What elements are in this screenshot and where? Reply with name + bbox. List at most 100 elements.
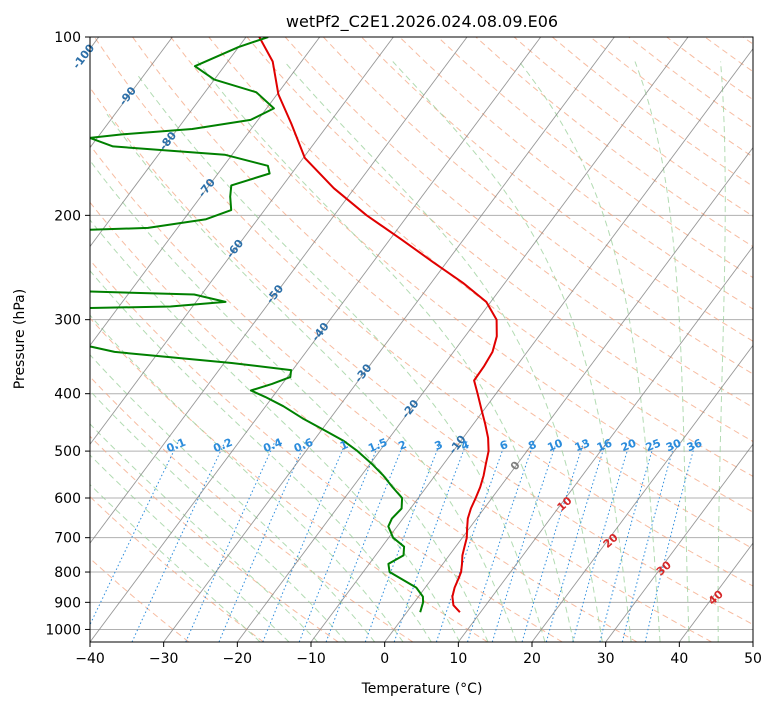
moist-adiabat [90, 454, 290, 642]
moist-adiabat [392, 61, 632, 642]
mixing-ratio-label: 1 [338, 438, 350, 453]
moist-adiabat [106, 113, 517, 642]
line-labels: -100-90-80-70-60-50-40-30-20-1000.1 0.2 0.… [70, 41, 726, 607]
x-tick-label: 40 [670, 651, 688, 667]
dry-adiabat [284, 37, 753, 408]
isotherm-label: -90 [116, 84, 139, 108]
mixing-ratio-label-text: 1.5 [366, 436, 389, 455]
isotherm-label-text: -30 [352, 361, 375, 385]
isotherm-label-text: -60 [224, 237, 247, 261]
dry-adiabat [170, 37, 753, 513]
dry-adiabat [90, 144, 712, 642]
moist-adiabat-label-text: 30 [654, 558, 674, 578]
isotherm-label-text: 0 [508, 459, 523, 473]
moist-adiabat-label-text: 40 [706, 587, 726, 607]
x-tick-label: 30 [597, 651, 615, 667]
moist-adiabat [90, 314, 404, 642]
isotherm-label: -20 [399, 397, 422, 421]
isotherm-label: -70 [195, 176, 218, 200]
plot-frame [89, 36, 754, 643]
dry-adiabat [90, 376, 414, 642]
isotherm-line [163, 37, 615, 642]
isotherm-label-text: -70 [195, 176, 218, 200]
isotherm-line [90, 37, 394, 445]
moist-adiabat [90, 423, 319, 642]
x-tick-label: 10 [449, 651, 467, 667]
dry-adiabat [399, 37, 753, 310]
dry-adiabat [90, 317, 488, 642]
y-tick-label: 400 [54, 387, 81, 403]
mixing-ratio-label: 3 [433, 438, 445, 453]
x-tick-label: −30 [149, 651, 179, 667]
y-tick-label: 1000 [45, 622, 81, 638]
mixing-ratio-line [131, 440, 227, 642]
mixing-ratio-line [491, 440, 558, 642]
isotherm-label: -60 [224, 237, 247, 261]
mixing-ratio-line [644, 440, 697, 642]
isotherm-line [90, 37, 468, 544]
isotherm-label: -40 [309, 320, 332, 344]
mixing-ratio-label-text: 25 [644, 437, 663, 455]
mixing-ratio-line [545, 440, 607, 642]
temperature-line [258, 37, 498, 613]
isotherm-line [605, 443, 753, 642]
x-axis-label: Temperature (°C) [361, 681, 483, 697]
isotherm-label: -50 [264, 282, 287, 306]
isotherm-line [384, 146, 753, 642]
moist-adiabat [90, 354, 376, 642]
mixing-ratio-label-text: 2 [397, 438, 409, 453]
moist-adiabat [90, 270, 432, 642]
isotherm-label-text: -50 [264, 282, 287, 306]
y-tick-label: 800 [54, 565, 81, 581]
isotherm-line [310, 47, 753, 642]
moist-adiabat-label: 30 [654, 558, 674, 578]
isotherm-label-text: -40 [309, 320, 332, 344]
axes-ticks: −40 −30 −20 −10 0 10 20 30 40 5010020030040050060… [45, 30, 762, 667]
mixing-ratio-line [599, 440, 656, 642]
mixing-ratio-label: 25 [644, 437, 663, 455]
x-tick-label: 50 [744, 651, 762, 667]
mixing-ratio-label-text: 3 [433, 438, 445, 453]
mixing-ratio-label: 30 [664, 436, 683, 454]
isotherm-line [90, 37, 247, 248]
isotherm-label-text: -90 [116, 84, 139, 108]
dry-adiabat [704, 37, 753, 73]
moist-adiabat [717, 61, 726, 642]
dry-adiabat [90, 201, 638, 642]
mixing-ratio-line [90, 440, 180, 626]
mixing-ratio-line [262, 440, 347, 642]
mixing-ratio-label: 20 [619, 436, 638, 454]
moist-adiabat [90, 390, 347, 642]
isotherm-line [236, 37, 689, 642]
mixing-ratio-label: 0.4 [261, 436, 284, 455]
mixing-ratio-label-text: 20 [619, 436, 638, 454]
y-tick-label: 700 [54, 531, 81, 547]
isotherm-label: -30 [352, 361, 375, 385]
x-tick-label: −10 [296, 651, 326, 667]
isotherm-line [752, 641, 753, 642]
moist-adiabat-label: 40 [706, 587, 726, 607]
dry-adiabat [322, 37, 753, 375]
isotherm-line [90, 37, 542, 642]
x-tick-label: −20 [223, 651, 253, 667]
x-tick-label: −40 [75, 651, 105, 667]
mixing-ratio-label: 8 [526, 438, 538, 453]
chart-title: wetPf2_C2E1.2026.024.08.09.E06 [286, 12, 558, 32]
mixing-ratio-label: 13 [573, 437, 592, 455]
mixing-ratio-label-text: 0.4 [261, 436, 284, 455]
mixing-ratio-label-text: 1 [338, 438, 350, 453]
dry-adiabat [90, 86, 753, 626]
mixing-ratio-line [325, 440, 406, 642]
mixing-ratio-label-text: 30 [664, 436, 683, 454]
y-tick-label: 900 [54, 595, 81, 611]
isotherm-label: 0 [508, 459, 523, 473]
isotherm-label-text: -20 [399, 397, 422, 421]
dry-adiabat [90, 435, 339, 642]
y-tick-label: 200 [54, 208, 81, 224]
mixing-ratio-line [393, 440, 468, 642]
mixing-ratio-line [364, 440, 442, 642]
x-tick-label: 0 [380, 651, 389, 667]
mixing-ratio-line [572, 440, 631, 642]
mixing-ratio-label: 1.5 [366, 436, 389, 455]
mixing-ratio-label-text: 8 [526, 438, 538, 453]
